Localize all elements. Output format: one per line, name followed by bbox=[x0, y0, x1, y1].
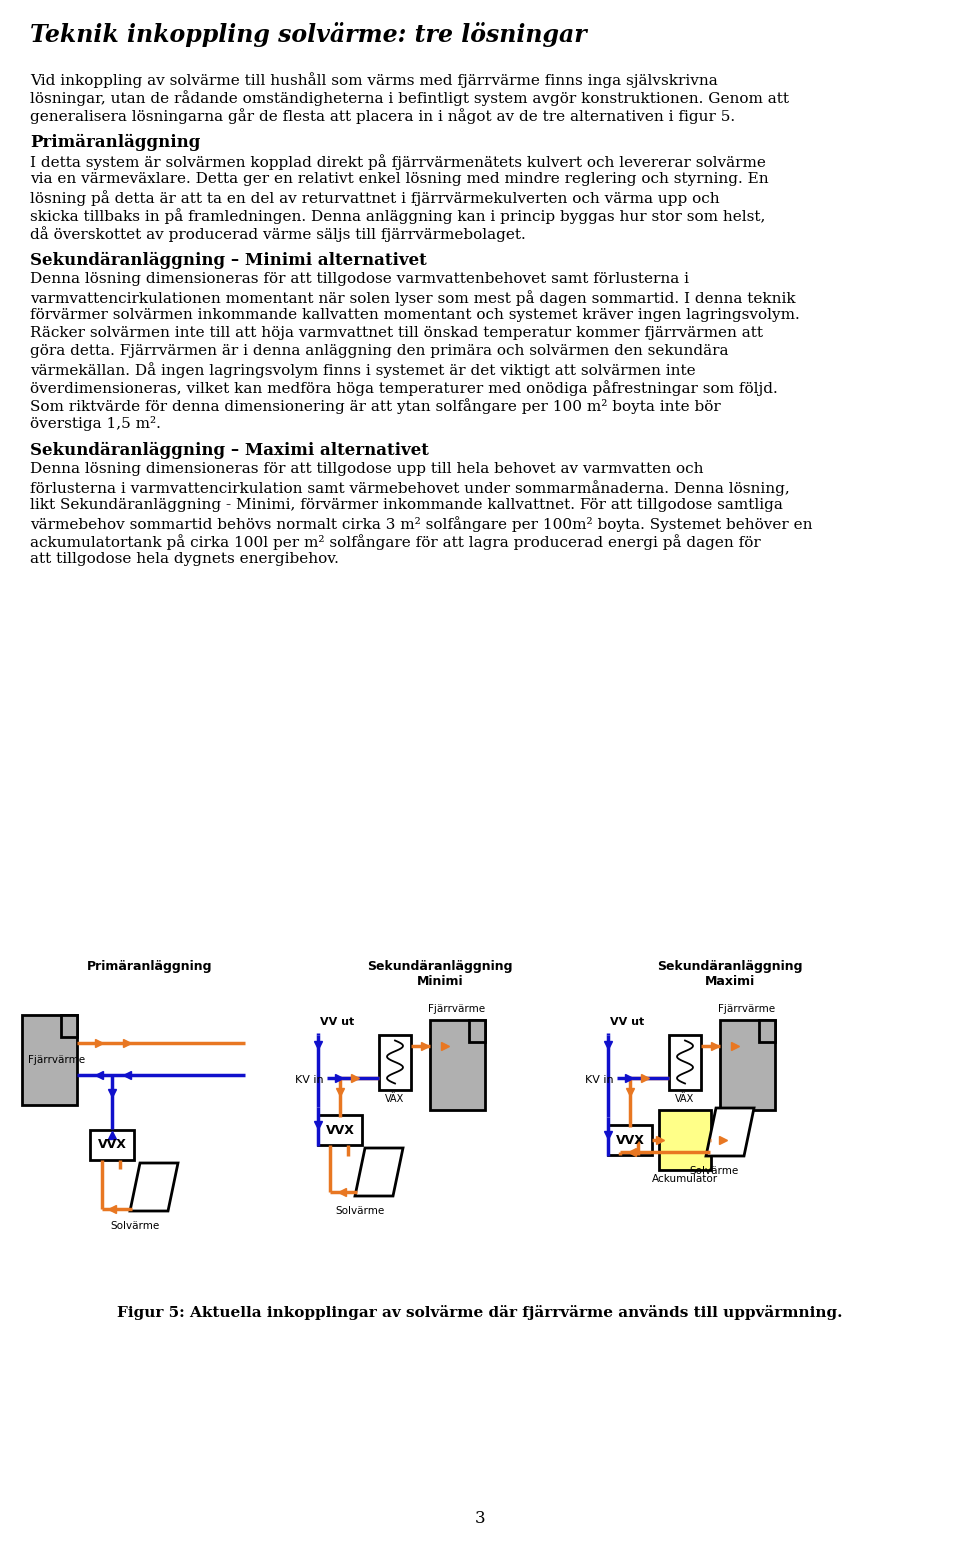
Text: VÄX: VÄX bbox=[676, 1094, 695, 1103]
Bar bbox=[22, 1015, 77, 1105]
Bar bbox=[720, 1020, 775, 1109]
Bar bbox=[608, 1125, 652, 1156]
Text: Sekundäranläggning – Minimi alternativet: Sekundäranläggning – Minimi alternativet bbox=[30, 252, 427, 268]
Text: göra detta. Fjärrvärmen är i denna anläggning den primära och solvärmen den seku: göra detta. Fjärrvärmen är i denna anläg… bbox=[30, 344, 729, 358]
Text: förlusterna i varmvattencirkulation samt värmebehovet under sommarmånaderna. Den: förlusterna i varmvattencirkulation samt… bbox=[30, 480, 790, 495]
Text: VV ut: VV ut bbox=[610, 1017, 644, 1028]
Text: KV in: KV in bbox=[295, 1075, 324, 1085]
Text: Denna lösning dimensioneras för att tillgodose varmvattenbehovet samt förlustern: Denna lösning dimensioneras för att till… bbox=[30, 272, 689, 285]
Text: Som riktvärde för denna dimensionering är att ytan solfångare per 100 m² boyta i: Som riktvärde för denna dimensionering ä… bbox=[30, 398, 721, 414]
Text: värmebehov sommartid behövs normalt cirka 3 m² solfångare per 100m² boyta. Syste: värmebehov sommartid behövs normalt cirk… bbox=[30, 515, 812, 532]
Text: I detta system är solvärmen kopplad direkt på fjärrvärmenätets kulvert och lever: I detta system är solvärmen kopplad dire… bbox=[30, 154, 766, 170]
Text: att tillgodose hela dygnets energibehov.: att tillgodose hela dygnets energibehov. bbox=[30, 552, 339, 566]
Text: Sekundäranläggning
Minimi: Sekundäranläggning Minimi bbox=[368, 960, 513, 988]
Text: Fjärrvärme: Fjärrvärme bbox=[428, 1004, 486, 1014]
Text: Solvärme: Solvärme bbox=[689, 1167, 738, 1176]
Bar bbox=[318, 1116, 362, 1145]
Text: VVX: VVX bbox=[98, 1139, 127, 1151]
Bar bbox=[379, 1034, 411, 1089]
Polygon shape bbox=[130, 1163, 178, 1211]
Text: Räcker solvärmen inte till att höja varmvattnet till önskad temperatur kommer fj: Räcker solvärmen inte till att höja varm… bbox=[30, 326, 763, 339]
Text: Primäranläggning: Primäranläggning bbox=[30, 134, 201, 151]
Text: 3: 3 bbox=[474, 1511, 486, 1528]
Text: Sekundäranläggning – Maximi alternativet: Sekundäranläggning – Maximi alternativet bbox=[30, 441, 429, 460]
Bar bbox=[430, 1020, 485, 1109]
Text: Fjärrvärme: Fjärrvärme bbox=[28, 1055, 85, 1065]
Text: VVX: VVX bbox=[615, 1134, 644, 1146]
Text: Figur 5: Aktuella inkopplingar av solvärme där fjärrvärme används till uppvärmni: Figur 5: Aktuella inkopplingar av solvär… bbox=[117, 1305, 843, 1319]
Text: likt Sekundäranläggning - Minimi, förvärmer inkommande kallvattnet. För att till: likt Sekundäranläggning - Minimi, förvär… bbox=[30, 498, 782, 512]
Text: Solvärme: Solvärme bbox=[335, 1207, 385, 1216]
Bar bbox=[759, 1020, 775, 1042]
Text: KV in: KV in bbox=[585, 1075, 613, 1085]
Text: Fjärrvärme: Fjärrvärme bbox=[718, 1004, 776, 1014]
Text: VV ut: VV ut bbox=[320, 1017, 354, 1028]
Polygon shape bbox=[355, 1148, 403, 1196]
Text: förvärmer solvärmen inkommande kallvatten momentant och systemet kräver ingen la: förvärmer solvärmen inkommande kallvatte… bbox=[30, 309, 800, 322]
Text: skicka tillbaks in på framledningen. Denna anläggning kan i princip byggas hur s: skicka tillbaks in på framledningen. Den… bbox=[30, 208, 765, 224]
Bar bbox=[469, 1020, 485, 1042]
Text: via en värmeväxlare. Detta ger en relativt enkel lösning med mindre reglering oc: via en värmeväxlare. Detta ger en relati… bbox=[30, 171, 769, 187]
Text: VÄX: VÄX bbox=[385, 1094, 404, 1103]
Text: ackumulatortank på cirka 100l per m² solfångare för att lagra producerad energi : ackumulatortank på cirka 100l per m² sol… bbox=[30, 534, 760, 549]
Text: överdimensioneras, vilket kan medföra höga temperaturer med onödiga påfrestninga: överdimensioneras, vilket kan medföra hö… bbox=[30, 380, 778, 397]
Bar bbox=[669, 1034, 701, 1089]
Text: Solvärme: Solvärme bbox=[110, 1221, 159, 1231]
Bar bbox=[61, 1015, 77, 1037]
Text: Teknik inkoppling solvärme: tre lösningar: Teknik inkoppling solvärme: tre lösninga… bbox=[30, 22, 587, 46]
Text: lösning på detta är att ta en del av returvattnet i fjärrvärmekulverten och värm: lösning på detta är att ta en del av ret… bbox=[30, 190, 720, 205]
Text: lösningar, utan de rådande omständigheterna i befintligt system avgör konstrukti: lösningar, utan de rådande omständighete… bbox=[30, 89, 789, 106]
Bar bbox=[659, 1109, 711, 1170]
Text: varmvattencirkulationen momentant när solen lyser som mest på dagen sommartid. I: varmvattencirkulationen momentant när so… bbox=[30, 290, 796, 306]
Polygon shape bbox=[706, 1108, 754, 1156]
Bar bbox=[90, 1129, 134, 1160]
Text: då överskottet av producerad värme säljs till fjärrvärmebolaget.: då överskottet av producerad värme säljs… bbox=[30, 225, 526, 242]
Text: generalisera lösningarna går de flesta att placera in i något av de tre alternat: generalisera lösningarna går de flesta a… bbox=[30, 108, 735, 123]
Text: Ackumulator: Ackumulator bbox=[652, 1174, 718, 1183]
Text: Vid inkoppling av solvärme till hushåll som värms med fjärrvärme finns inga själ: Vid inkoppling av solvärme till hushåll … bbox=[30, 73, 718, 88]
Text: VVX: VVX bbox=[325, 1123, 354, 1137]
Text: värmekällan. Då ingen lagringsvolym finns i systemet är det viktigt att solvärme: värmekällan. Då ingen lagringsvolym finn… bbox=[30, 363, 696, 378]
Text: Denna lösning dimensioneras för att tillgodose upp till hela behovet av varmvatt: Denna lösning dimensioneras för att till… bbox=[30, 461, 704, 475]
Text: överstiga 1,5 m².: överstiga 1,5 m². bbox=[30, 417, 161, 430]
Text: Sekundäranläggning
Maximi: Sekundäranläggning Maximi bbox=[658, 960, 803, 988]
Text: Primäranläggning: Primäranläggning bbox=[87, 960, 213, 974]
